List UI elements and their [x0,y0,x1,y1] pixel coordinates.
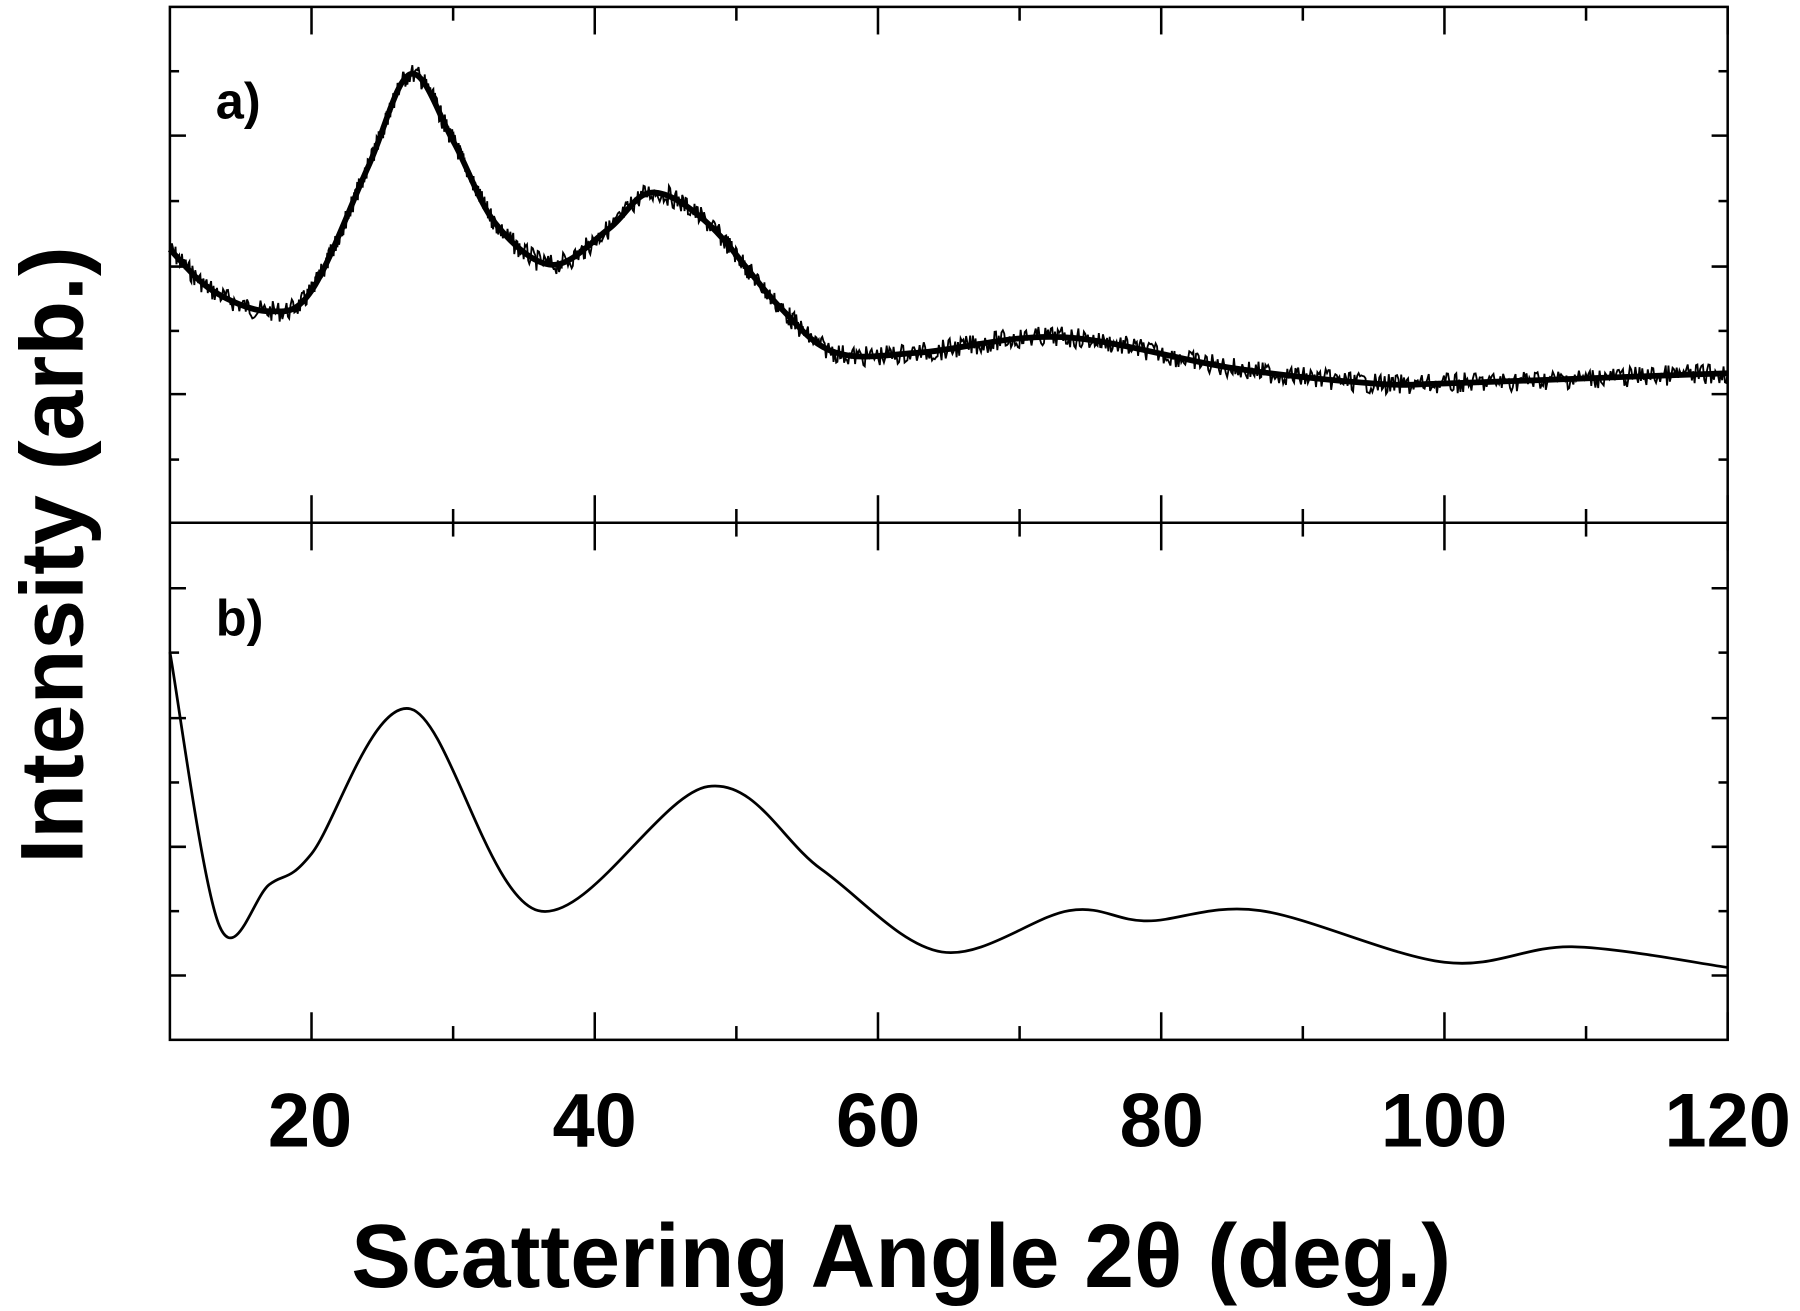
x-tick-label-120: 120 [1664,1079,1790,1164]
y-axis-ticks [169,69,1728,977]
panel-a-label: a) [216,72,261,129]
x-tick-label-40: 40 [553,1079,637,1164]
panel-b: b) [168,589,1728,969]
x-tick-label-20: 20 [268,1079,352,1164]
x-tick-label-100: 100 [1381,1079,1507,1164]
panel-b-label: b) [216,589,264,646]
x-axis-ticks [310,6,1729,1040]
y-axis-title: Intensity (arb.) [2,246,102,863]
x-tick-label-80: 80 [1120,1079,1204,1164]
panel-b-calculated-curve [168,651,1728,969]
x-tick-label-60: 60 [836,1079,920,1164]
x-axis-tick-labels: 20 40 60 80 100 120 [268,1079,1791,1164]
panel-a-noise-trace [169,64,1729,397]
panel-a: a) [167,64,1729,397]
x-axis-title: Scattering Angle 2θ (deg.) [351,1206,1451,1306]
